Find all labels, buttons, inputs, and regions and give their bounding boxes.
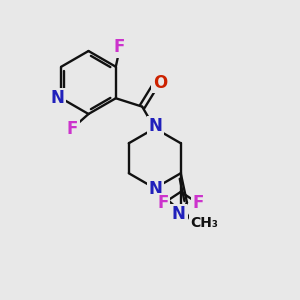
Text: F: F	[67, 120, 78, 138]
Text: N: N	[148, 117, 162, 135]
Text: N: N	[171, 205, 185, 223]
Text: CH₃: CH₃	[190, 216, 218, 230]
Text: N: N	[50, 89, 64, 107]
Text: F: F	[158, 194, 169, 212]
Text: F: F	[175, 208, 186, 226]
Text: N: N	[148, 180, 162, 198]
Text: O: O	[153, 74, 167, 92]
Text: F: F	[193, 194, 204, 212]
Text: F: F	[113, 38, 124, 56]
